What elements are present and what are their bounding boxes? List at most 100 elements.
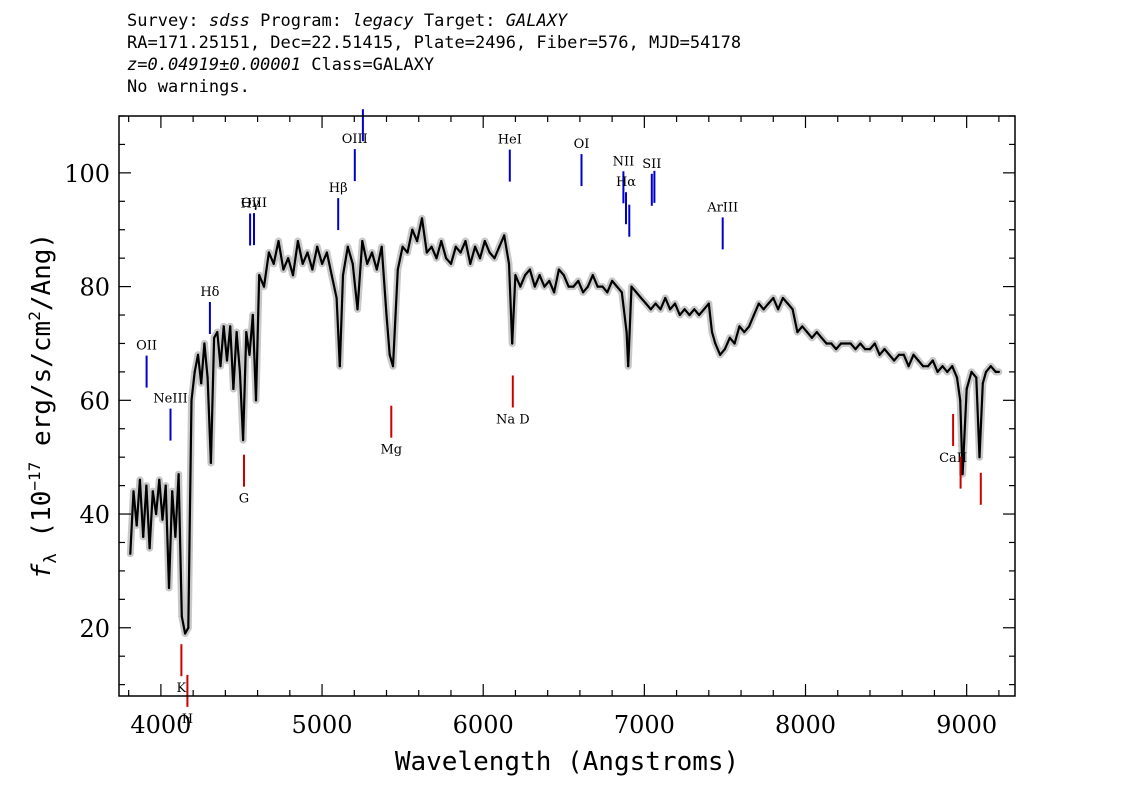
spectrum-segment (581, 285, 590, 294)
spectrum-segment (351, 262, 359, 311)
spectrum-segment (380, 245, 388, 317)
y-axis-title-units-c: /Ang) (27, 233, 57, 311)
spectrum-segment (820, 336, 828, 345)
spectrum-segment (912, 353, 920, 362)
line-label: K (177, 681, 187, 696)
spectrum-segment (254, 274, 261, 402)
spectrum-segment (430, 245, 438, 260)
spectrum-segment (664, 296, 672, 311)
spectrum-series (129, 217, 1001, 635)
spectrum-segment (888, 353, 896, 362)
spectrum-segment (138, 478, 145, 538)
spectrum-segment (507, 262, 514, 345)
spectrum-segment (883, 348, 891, 356)
spectrum-segment (538, 274, 546, 288)
spectrum-segment (543, 279, 551, 288)
spectrum-segment (639, 296, 648, 305)
spectrum-segment (941, 365, 949, 373)
spectrum-segment (406, 228, 414, 254)
y-axis-title-exponent-2: 2 (25, 311, 44, 321)
x-tick-label: 9000 (936, 711, 997, 739)
spectrum-segment (688, 308, 696, 317)
spectrum-segment (649, 302, 657, 311)
class-value: Class=GALAXY (301, 55, 435, 75)
spectrum-segment (498, 234, 506, 248)
spectrum-segment (562, 274, 570, 288)
spectrum-segment (620, 291, 628, 334)
spectrum-segment (420, 217, 428, 254)
spectrum-segment (469, 245, 477, 265)
spectrum-segment (810, 331, 818, 339)
spectrum-segment (306, 251, 314, 271)
spectrum-segment (747, 313, 756, 328)
line-label: HeI (498, 133, 522, 148)
spectrum-segment (533, 274, 541, 288)
spectrum-segment (989, 365, 997, 373)
spectrum-segment (411, 228, 419, 243)
spectrum-segment (946, 365, 954, 373)
spectrum-segment (177, 473, 183, 618)
spectrum-segment (710, 331, 717, 345)
line-label: G (239, 492, 249, 507)
y-axis-title: fλ (10−17 erg/s/cm2/Ang) (25, 233, 61, 579)
spectrum-segment (325, 251, 333, 277)
spectrum-segment (435, 240, 443, 260)
spectrum-segment (606, 279, 614, 294)
spectrum-segment (478, 240, 486, 260)
y-axis-title-f: f (27, 563, 57, 579)
line-label: Hβ (329, 181, 348, 196)
header-line-coordinates: RA=171.25151, Dec=22.51415, Plate=2496, … (127, 33, 742, 53)
spectrum-segment (282, 257, 290, 271)
spectrum-segment (346, 245, 354, 265)
spectrum-segment (955, 376, 962, 402)
spectrum-segment (316, 245, 324, 265)
spectrum-segment (370, 251, 378, 271)
spectrum-segment (180, 615, 187, 635)
y-tick-label: 60 (79, 387, 110, 415)
spectrum-segment (907, 353, 915, 368)
y-axis-title-units-b: erg/s/cm (27, 321, 57, 462)
spectrum-segment (454, 245, 462, 254)
spectrum-segment (781, 296, 789, 305)
line-label: CaII (939, 451, 967, 466)
x-tick-label: 6000 (453, 711, 514, 739)
spectrum-segment (519, 274, 527, 288)
line-label: ArIII (706, 200, 738, 215)
program-value: legacy (352, 11, 414, 31)
line-label: OIII (241, 196, 267, 211)
spectrum-segment (917, 359, 925, 368)
spectrum-segment (757, 302, 765, 311)
line-label: NII (613, 154, 635, 169)
spectrum-segment (815, 331, 823, 339)
spectrum-segment (693, 308, 701, 317)
spectrum-segment (577, 279, 585, 294)
spectrum-segment (341, 245, 349, 277)
spectrum-segment (978, 382, 984, 459)
spectrum-segment (493, 245, 501, 260)
line-label: OIII (342, 132, 368, 147)
y-axis-ticks: 20 40 60 80 100 (64, 115, 1015, 686)
spectrum-segment (873, 342, 881, 356)
spectrum-segment (961, 387, 968, 476)
spectrum-segment (321, 251, 328, 265)
spectrum-segment (311, 245, 319, 271)
spectrum-segment (366, 251, 374, 265)
spectrum-segment (743, 325, 751, 334)
spectrum-segment (203, 342, 209, 379)
spectrum-segment (772, 296, 780, 311)
spectrum-segment (361, 240, 369, 265)
spectrum-segment (301, 251, 309, 265)
spectrum-segment (459, 240, 467, 254)
line-label: NeIII (153, 392, 187, 407)
survey-label: Survey: (127, 11, 209, 31)
spectrum-segment (209, 336, 216, 464)
spectrum-segment (591, 274, 599, 288)
spectrum-segment (762, 302, 770, 311)
spectrum-segment (586, 274, 594, 288)
spectrum-segment (714, 342, 722, 356)
spectrum-segment (970, 370, 978, 379)
spectrum-segment (776, 296, 785, 311)
spectrum-segment (659, 296, 667, 311)
spectrum-segment (396, 245, 404, 271)
